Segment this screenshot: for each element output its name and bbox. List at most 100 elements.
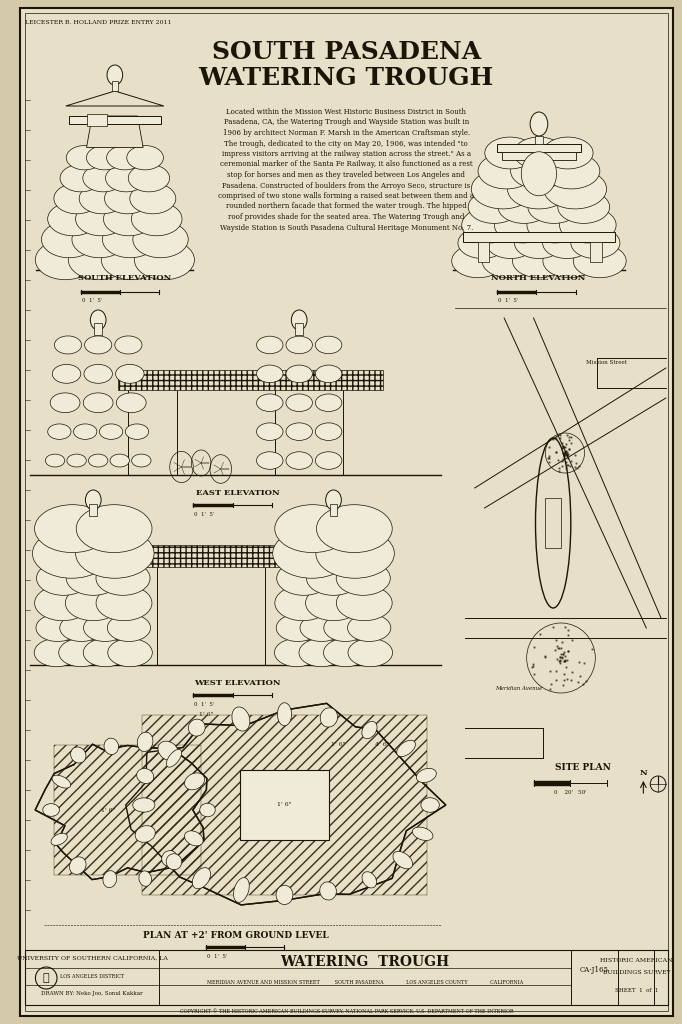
Ellipse shape bbox=[104, 202, 154, 236]
Ellipse shape bbox=[291, 310, 307, 330]
Ellipse shape bbox=[462, 207, 518, 243]
Ellipse shape bbox=[108, 639, 152, 667]
Bar bbox=[69, 116, 161, 124]
Bar bbox=[535, 136, 543, 144]
Bar bbox=[329, 504, 338, 516]
Ellipse shape bbox=[68, 240, 128, 280]
Ellipse shape bbox=[306, 586, 361, 621]
Bar bbox=[118, 370, 383, 390]
Ellipse shape bbox=[43, 804, 59, 816]
Polygon shape bbox=[474, 216, 604, 234]
Polygon shape bbox=[125, 703, 446, 905]
Bar bbox=[295, 323, 303, 335]
Ellipse shape bbox=[286, 336, 312, 353]
Ellipse shape bbox=[74, 424, 97, 439]
Text: SHEET  1  of  1: SHEET 1 of 1 bbox=[614, 987, 658, 992]
Ellipse shape bbox=[100, 424, 123, 439]
Ellipse shape bbox=[528, 190, 580, 223]
Ellipse shape bbox=[323, 639, 368, 667]
Ellipse shape bbox=[83, 639, 128, 667]
Text: LEICESTER B. HOLLAND PRIZE ENTRY 2011: LEICESTER B. HOLLAND PRIZE ENTRY 2011 bbox=[25, 20, 171, 25]
Text: WATERING  TROUGH: WATERING TROUGH bbox=[280, 955, 449, 969]
Ellipse shape bbox=[320, 882, 336, 900]
Ellipse shape bbox=[471, 169, 534, 209]
Text: 0  1'  5': 0 1' 5' bbox=[499, 299, 518, 303]
Ellipse shape bbox=[192, 867, 211, 889]
Ellipse shape bbox=[132, 454, 151, 467]
Text: 1' 6": 1' 6" bbox=[331, 742, 346, 748]
Ellipse shape bbox=[233, 878, 249, 902]
Ellipse shape bbox=[134, 240, 194, 280]
Ellipse shape bbox=[185, 773, 205, 790]
Bar bbox=[193, 504, 233, 507]
Ellipse shape bbox=[256, 452, 283, 469]
Ellipse shape bbox=[55, 336, 82, 354]
Ellipse shape bbox=[299, 639, 344, 667]
Text: PLAN AT +2' FROM GROUND LEVEL: PLAN AT +2' FROM GROUND LEVEL bbox=[143, 931, 328, 939]
Ellipse shape bbox=[256, 366, 283, 383]
Bar bbox=[497, 144, 581, 152]
Ellipse shape bbox=[559, 207, 616, 243]
Ellipse shape bbox=[469, 190, 520, 223]
Ellipse shape bbox=[42, 221, 97, 258]
Ellipse shape bbox=[133, 798, 155, 812]
Text: SOUTH PASADENA: SOUTH PASADENA bbox=[211, 40, 481, 63]
Ellipse shape bbox=[188, 719, 205, 736]
Text: NORTH ELEVATION: NORTH ELEVATION bbox=[491, 274, 586, 282]
Ellipse shape bbox=[274, 639, 319, 667]
Ellipse shape bbox=[336, 586, 392, 621]
Text: BUILDINGS SURVEY: BUILDINGS SURVEY bbox=[603, 970, 670, 975]
Polygon shape bbox=[46, 250, 183, 270]
Ellipse shape bbox=[162, 851, 177, 866]
Ellipse shape bbox=[90, 310, 106, 330]
Ellipse shape bbox=[54, 183, 100, 214]
Bar bbox=[25, 950, 668, 1005]
Ellipse shape bbox=[66, 145, 103, 170]
Ellipse shape bbox=[36, 614, 79, 641]
Text: ⚙: ⚙ bbox=[43, 973, 50, 983]
Bar bbox=[502, 152, 576, 160]
Ellipse shape bbox=[315, 394, 342, 412]
Polygon shape bbox=[485, 180, 593, 198]
Text: ceremonial marker of the Santa Fe Railway, it also functioned as a rest: ceremonial marker of the Santa Fe Railwa… bbox=[220, 161, 473, 169]
Text: SOUTH ELEVATION: SOUTH ELEVATION bbox=[78, 274, 171, 282]
Ellipse shape bbox=[132, 202, 182, 236]
Text: CA-J165: CA-J165 bbox=[580, 966, 609, 974]
Polygon shape bbox=[51, 229, 178, 250]
Ellipse shape bbox=[104, 183, 151, 214]
Ellipse shape bbox=[84, 365, 113, 383]
Ellipse shape bbox=[79, 183, 125, 214]
Ellipse shape bbox=[273, 528, 351, 579]
Text: 1' 6": 1' 6" bbox=[198, 713, 213, 718]
Ellipse shape bbox=[315, 423, 342, 440]
Ellipse shape bbox=[315, 366, 342, 383]
Ellipse shape bbox=[286, 452, 312, 469]
Text: EAST ELEVATION: EAST ELEVATION bbox=[196, 489, 279, 497]
Ellipse shape bbox=[276, 614, 319, 641]
Bar bbox=[533, 780, 570, 785]
Text: SITE PLAN: SITE PLAN bbox=[554, 764, 610, 772]
Bar bbox=[546, 498, 561, 548]
Ellipse shape bbox=[70, 857, 86, 874]
Ellipse shape bbox=[494, 207, 551, 243]
Ellipse shape bbox=[571, 227, 620, 258]
Ellipse shape bbox=[498, 190, 550, 223]
Ellipse shape bbox=[37, 561, 91, 595]
Ellipse shape bbox=[486, 227, 535, 258]
Text: 0  1'  5': 0 1' 5' bbox=[194, 512, 215, 516]
Ellipse shape bbox=[256, 336, 283, 353]
Text: LOS ANGELES DISTRICT: LOS ANGELES DISTRICT bbox=[60, 974, 124, 979]
Ellipse shape bbox=[104, 738, 119, 755]
Text: Pasadena. Constructed of boulders from the Arroyo Seco, structure is: Pasadena. Constructed of boulders from t… bbox=[222, 181, 471, 189]
Ellipse shape bbox=[48, 202, 98, 236]
Ellipse shape bbox=[543, 245, 596, 278]
Text: 1906 by architect Norman F. Marsh in the American Craftsman style.: 1906 by architect Norman F. Marsh in the… bbox=[222, 129, 470, 137]
Text: N: N bbox=[640, 769, 647, 777]
Text: 0    20'   50': 0 20' 50' bbox=[554, 791, 586, 796]
Ellipse shape bbox=[527, 207, 584, 243]
Text: 1' 6": 1' 6" bbox=[101, 808, 115, 812]
Ellipse shape bbox=[96, 561, 150, 595]
Bar bbox=[143, 715, 427, 895]
Polygon shape bbox=[496, 144, 582, 162]
Ellipse shape bbox=[51, 834, 68, 846]
